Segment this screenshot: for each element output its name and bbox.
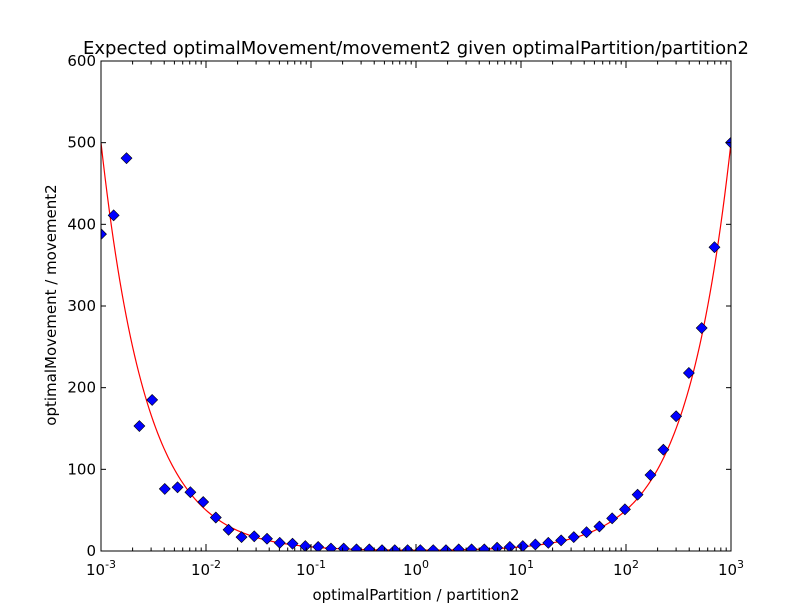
data-point-40	[606, 512, 619, 525]
data-point-48	[708, 241, 721, 254]
data-point-8	[197, 496, 210, 508]
data-point-37	[567, 531, 580, 544]
y-tick-label-1: 100	[67, 460, 96, 478]
data-point-39	[593, 520, 606, 533]
data-point-25	[414, 544, 427, 551]
data-point-43	[644, 469, 657, 481]
y-tick-label-3: 300	[67, 297, 96, 315]
data-point-19	[337, 542, 350, 551]
x-tick-label-4: 101	[508, 558, 534, 579]
x-tick-label-1: 10-2	[191, 558, 221, 579]
data-point-35	[542, 536, 555, 549]
data-point-27	[440, 544, 452, 551]
data-point-45	[670, 410, 683, 423]
data-point-33	[516, 540, 529, 551]
data-point-20	[350, 543, 363, 551]
data-point-4	[146, 393, 159, 406]
data-point-6	[171, 481, 184, 494]
data-point-18	[325, 542, 337, 551]
y-tick-label-2: 200	[67, 379, 96, 397]
data-point-38	[580, 526, 593, 539]
y-axis-label: optimalMovement / movement2	[42, 184, 60, 425]
data-point-0	[101, 228, 107, 241]
x-tick-label-0: 10-3	[86, 558, 116, 579]
data-point-2	[120, 152, 133, 165]
data-point-36	[555, 534, 568, 547]
x-tick-label-6: 103	[718, 558, 744, 579]
data-point-41	[619, 503, 631, 516]
data-point-15	[286, 537, 299, 550]
x-tick-label-3: 100	[403, 558, 429, 579]
data-point-16	[299, 540, 312, 551]
y-tick-label-5: 500	[67, 134, 96, 152]
data-point-26	[427, 544, 440, 551]
x-tick-label-5: 102	[613, 558, 639, 579]
data-point-34	[529, 538, 542, 551]
data-point-1	[107, 209, 120, 222]
data-point-32	[503, 540, 516, 551]
data-point-12	[248, 530, 261, 543]
data-point-11	[235, 531, 248, 544]
data-point-23	[388, 544, 401, 551]
data-point-30	[478, 543, 491, 551]
data-point-28	[452, 543, 465, 551]
data-point-3	[133, 420, 146, 432]
data-point-46	[682, 367, 695, 379]
data-point-44	[657, 443, 670, 456]
data-point-5	[158, 483, 171, 495]
data-point-13	[261, 532, 273, 545]
data-point-10	[222, 523, 235, 536]
y-tick-label-4: 400	[67, 215, 96, 233]
y-tick-label-6: 600	[67, 52, 96, 70]
data-point-42	[631, 488, 644, 501]
chart-title: Expected optimalMovement/movement2 given…	[83, 38, 749, 59]
axes-layer: 0 100 200 300 400 500 600 10-3 10-2 10-1 100 101 102…	[67, 52, 744, 579]
data-point-31	[491, 541, 504, 551]
x-axis-label: optimalPartition / partition2	[312, 586, 519, 604]
data-point-21	[363, 543, 376, 551]
data-point-9	[209, 511, 222, 524]
data-point-17	[312, 540, 325, 551]
plot-area	[101, 136, 731, 551]
data-point-7	[184, 486, 197, 499]
data-point-29	[465, 543, 478, 551]
x-tick-label-2: 10-1	[296, 558, 326, 579]
y-tick-label-0: 0	[86, 542, 96, 560]
data-point-47	[695, 322, 708, 334]
plot-layer	[101, 136, 731, 551]
